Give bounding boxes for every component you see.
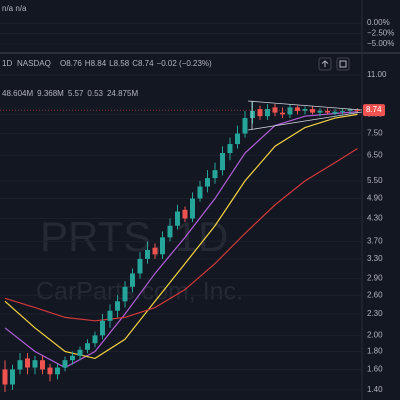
candle-body	[2, 369, 8, 385]
grid	[0, 74, 362, 391]
up-icon	[321, 60, 329, 67]
candle-body	[265, 109, 270, 117]
candle-body	[182, 209, 188, 219]
y-tick-label: 11.00	[367, 70, 387, 79]
candle-body	[167, 225, 173, 238]
candle-body	[340, 110, 345, 112]
candle-body	[130, 273, 135, 287]
moving-average	[4, 113, 358, 360]
y-tick-label: 1.60	[367, 365, 383, 374]
candle-body	[40, 360, 45, 370]
indicator-value: 24.875M	[107, 89, 138, 98]
watermark-symbol: PRTS, 1D	[40, 213, 228, 260]
candle-body	[272, 107, 278, 113]
candle-body	[70, 355, 75, 361]
candle-body	[310, 109, 315, 113]
y-tick-label: 6.50	[367, 150, 383, 159]
candle-body	[235, 133, 240, 145]
candle-body	[137, 258, 143, 274]
y-tick-label: −2.50%	[367, 29, 394, 38]
y-tick-label: 5.50	[367, 176, 383, 185]
ohlc-value: H8.84	[85, 59, 107, 68]
candle-body	[302, 109, 308, 111]
candle-body	[325, 110, 330, 113]
candle-body	[32, 360, 38, 368]
top-pane-label: n/a n/a	[2, 4, 27, 13]
candle-body	[85, 343, 90, 350]
candle-body	[242, 118, 248, 134]
candle-body	[10, 369, 15, 385]
ohlc-value: L8.58	[109, 59, 130, 68]
candle-body	[100, 320, 105, 336]
candle-body	[17, 360, 23, 370]
candle-body	[205, 178, 210, 187]
y-tick-label: 2.60	[367, 290, 383, 299]
candle-body	[190, 198, 195, 219]
header-buttons	[318, 57, 350, 71]
indicator-value: 48.604M	[2, 89, 33, 98]
candle-body	[152, 247, 158, 255]
candle-body	[250, 110, 255, 119]
watermark-company: CarParts.com, Inc.	[36, 278, 243, 306]
candle-body	[295, 107, 300, 111]
button[interactable]	[318, 57, 332, 71]
candle-body	[92, 335, 98, 344]
indicator-value: 9.368M	[37, 89, 64, 98]
y-tick-label: 0.00%	[367, 18, 390, 27]
exchange: NASDAQ	[17, 59, 51, 68]
candle-body	[220, 153, 225, 171]
y-tick-label: −5.00%	[367, 39, 394, 48]
y-tick-label: 1.80	[367, 347, 383, 356]
candle-body	[227, 144, 233, 154]
last-price-label: 8.74	[366, 105, 382, 114]
candle-body	[55, 367, 60, 375]
y-tick-label: 1.40	[367, 385, 383, 394]
indicator-value: 0.53	[87, 89, 103, 98]
indicator-value: 5.57	[68, 89, 84, 98]
ohlc-value: O8.76	[60, 59, 82, 68]
y-tick-label: 2.30	[367, 309, 383, 318]
candle-body	[77, 349, 83, 356]
interval: 1D	[2, 59, 12, 68]
candle-body	[257, 109, 263, 117]
y-tick-label: 4.30	[367, 214, 383, 223]
moving-average	[4, 147, 358, 322]
y-tick-label: 4.90	[367, 194, 383, 203]
candle-body	[287, 107, 293, 115]
candle-body	[107, 310, 113, 321]
y-tick-label: 3.30	[367, 254, 383, 263]
candle-body	[332, 111, 338, 114]
candle-body	[122, 286, 128, 302]
candle-body	[115, 301, 120, 311]
candle-body	[175, 211, 180, 226]
y-tick-label: 2.00	[367, 330, 383, 339]
y-tick-label: 7.50	[367, 129, 383, 138]
candle-body	[62, 360, 68, 368]
candle-body	[212, 170, 218, 179]
candle-body	[347, 109, 353, 111]
candle-body	[197, 186, 203, 199]
candle-body	[145, 249, 150, 259]
candle-body	[280, 112, 285, 115]
y-tick-label: 2.90	[367, 274, 383, 283]
ohlc-value: −0.02 (−0.23%)	[157, 59, 212, 68]
candle-body	[317, 110, 323, 113]
pattern-drawing	[247, 100, 363, 131]
last-price-tag	[363, 104, 385, 117]
candle-body	[47, 367, 53, 375]
button[interactable]	[336, 57, 350, 71]
square-icon	[339, 60, 347, 68]
candle-body	[160, 237, 165, 255]
ohlc-value: C8.74	[132, 59, 154, 68]
candle-body	[25, 358, 30, 368]
y-tick-label: 3.70	[367, 237, 383, 246]
